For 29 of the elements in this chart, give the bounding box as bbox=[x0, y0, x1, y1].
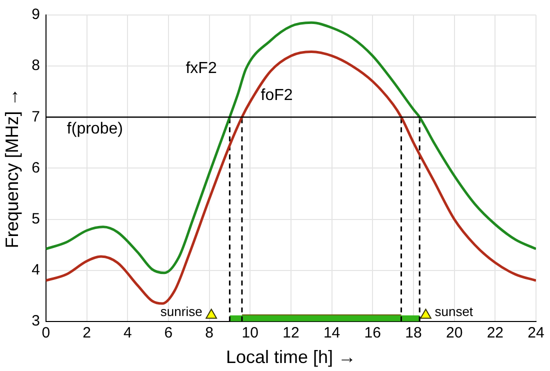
line-series bbox=[46, 50, 536, 305]
y-tick-label: 9 bbox=[32, 6, 40, 24]
y-tick-label: 3 bbox=[32, 312, 40, 330]
annotation: fxF2 bbox=[186, 60, 217, 78]
x-tick-label: 24 bbox=[528, 324, 544, 342]
x-tick-label: 16 bbox=[364, 324, 381, 342]
x-tick-label: 6 bbox=[164, 324, 173, 342]
ref-line-label: f(probe) bbox=[66, 120, 123, 138]
annotation: foF2 bbox=[260, 86, 293, 104]
y-tick-label: 8 bbox=[32, 57, 40, 74]
annotation: sunrise bbox=[160, 304, 202, 319]
x-tick-label: 4 bbox=[123, 324, 132, 342]
x-tick-label: 10 bbox=[242, 324, 258, 342]
line-series bbox=[46, 21, 536, 274]
x-tick-label: 2 bbox=[82, 324, 91, 342]
annotation: sunset bbox=[434, 304, 474, 319]
x-tick-label: 0 bbox=[42, 324, 50, 342]
y-tick-label: 4 bbox=[32, 261, 40, 278]
x-tick-label: 8 bbox=[205, 324, 214, 342]
x-tick-label: 12 bbox=[282, 324, 300, 342]
x-tick-label: 18 bbox=[405, 324, 422, 342]
x-tick-label: 14 bbox=[323, 324, 340, 342]
y-tick-label: 7 bbox=[32, 108, 40, 126]
x-tick-label: 22 bbox=[486, 324, 504, 342]
y-axis-title: Frequency [MHz] → bbox=[2, 88, 22, 248]
x-tick-label: 20 bbox=[446, 324, 463, 342]
y-tick-label: 5 bbox=[32, 210, 40, 228]
y-tick-label: 6 bbox=[32, 159, 40, 176]
x-axis-title: Local time [h] → bbox=[226, 347, 356, 368]
